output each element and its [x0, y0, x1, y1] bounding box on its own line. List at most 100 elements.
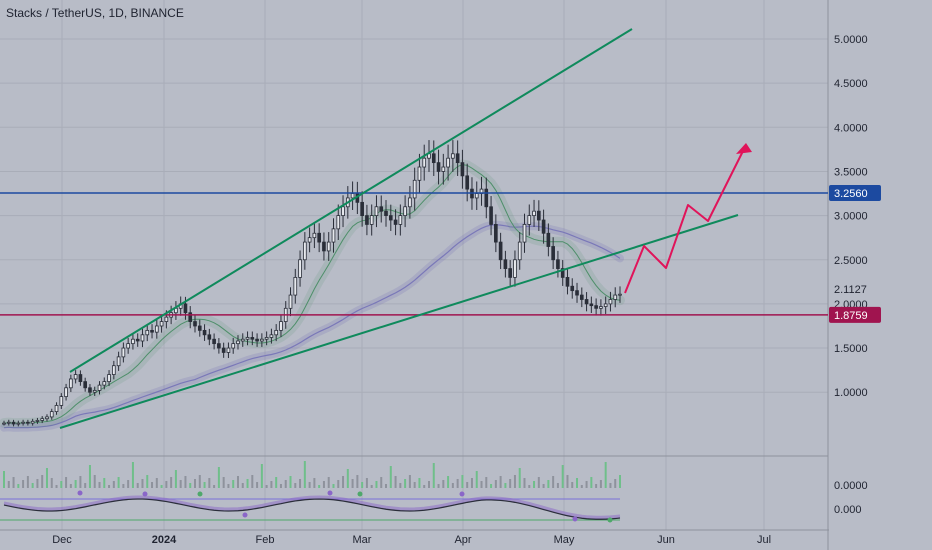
time-axis[interactable]: Dec 2024 Feb Mar Apr May Jun Jul: [52, 534, 771, 546]
volume-bar: [131, 462, 134, 488]
projection-path[interactable]: [624, 144, 747, 294]
volume-bar: [170, 477, 173, 488]
candle-body: [494, 224, 498, 243]
volume-bar: [547, 480, 550, 488]
volume-bar: [284, 480, 287, 488]
candle: [207, 328, 212, 346]
volume-bar: [79, 476, 82, 488]
candle: [78, 370, 83, 386]
candle: [221, 342, 226, 358]
candle-body: [451, 153, 455, 159]
candle-body: [2, 422, 6, 425]
volume-bar: [289, 476, 292, 488]
candle-body: [513, 259, 517, 278]
volume-bar: [418, 478, 421, 488]
volume-bar: [485, 477, 488, 488]
projection-arrowhead: [736, 143, 752, 154]
volume-bar: [127, 480, 130, 488]
candle-body: [460, 162, 465, 177]
candle-body: [527, 215, 532, 225]
candle-body: [236, 340, 240, 345]
candle-body: [408, 197, 412, 208]
candle: [202, 324, 207, 341]
volume-bar: [576, 478, 579, 488]
wedge-lower-line[interactable]: [59, 214, 739, 429]
candle: [527, 204, 532, 236]
volume-bar: [65, 477, 68, 488]
price-axis[interactable]: 5.00004.50004.00003.50003.00002.50002.00…: [829, 0, 932, 550]
candle-body: [465, 175, 470, 190]
candle-body: [6, 421, 11, 424]
candle-body: [422, 157, 427, 168]
volume-bar: [26, 476, 29, 488]
volume-bar: [356, 475, 359, 488]
candle: [360, 191, 364, 227]
candlestick-series: [2, 140, 622, 427]
volume-bar: [442, 480, 445, 488]
candle: [231, 337, 236, 354]
volume-bar: [580, 485, 583, 488]
candle-body: [217, 343, 221, 349]
volume-bar: [122, 484, 125, 488]
candle-body: [489, 206, 493, 225]
volume-bar: [98, 482, 101, 488]
volume-bar: [256, 482, 259, 488]
candle-body: [599, 306, 603, 309]
candle-body: [92, 390, 97, 393]
candle-body: [365, 215, 369, 225]
moving-average-band: [0, 159, 625, 432]
volume-bar: [399, 483, 402, 488]
candle: [269, 328, 274, 344]
candle: [193, 315, 197, 333]
price-tag-label: 3.2560: [834, 188, 868, 200]
price-tick-label: 2.5000: [834, 255, 868, 267]
candle-body: [446, 157, 450, 168]
candle: [154, 319, 159, 339]
time-label: Jul: [757, 534, 771, 546]
volume-bar: [275, 477, 278, 488]
volume-bar: [279, 484, 282, 488]
volume-bar: [179, 480, 182, 488]
volume-bar: [322, 481, 325, 488]
volume-bar: [265, 485, 268, 488]
candle: [336, 204, 341, 240]
oscillator-dot: [459, 491, 465, 497]
volume-bar: [475, 471, 478, 488]
candle-body: [618, 293, 622, 296]
volume-bar: [303, 461, 306, 488]
volume-bar: [408, 475, 411, 488]
candle: [603, 296, 608, 314]
candle: [374, 195, 379, 228]
candle-body: [608, 299, 613, 305]
time-label: Jun: [657, 534, 675, 546]
candle-body: [126, 343, 130, 349]
volume-bar: [103, 478, 106, 488]
volume-bar: [217, 467, 220, 488]
volume-bar: [88, 465, 91, 488]
candle: [484, 177, 489, 219]
candle: [436, 149, 441, 185]
candle-body: [78, 374, 83, 383]
volume-bar: [365, 478, 368, 488]
volume-bar: [7, 481, 10, 488]
candle-body: [517, 241, 522, 261]
candle: [446, 144, 450, 181]
volume-bar: [437, 484, 440, 488]
candle-body: [255, 338, 259, 342]
price-tick-label: 4.5000: [834, 78, 868, 90]
candle: [135, 333, 140, 347]
price-tag-label: 2.1127: [834, 284, 867, 296]
candle: [537, 200, 541, 231]
volume-bar: [566, 475, 569, 488]
candle-body: [83, 381, 87, 389]
candle: [107, 370, 111, 387]
trend-drawings[interactable]: [0, 28, 828, 429]
candle: [455, 140, 460, 176]
price-tag-support: 1.8759: [829, 306, 881, 323]
volume-bar: [556, 483, 559, 488]
wedge-upper-line[interactable]: [69, 28, 633, 373]
candle: [365, 204, 369, 236]
volume-bar: [490, 484, 493, 488]
candle-body: [331, 228, 336, 243]
